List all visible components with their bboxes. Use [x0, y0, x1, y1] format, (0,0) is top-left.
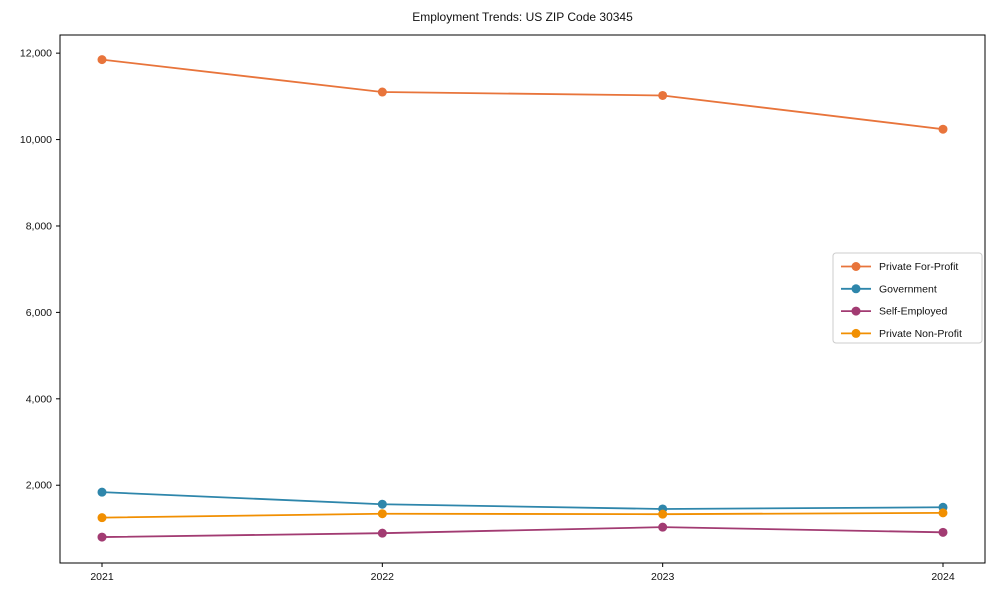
- series-line-government: [101, 491, 944, 510]
- legend-marker: [851, 262, 861, 271]
- x-tick-label: 2024: [931, 571, 955, 583]
- legend-marker: [851, 306, 861, 316]
- y-tick-label: 10,000: [20, 134, 52, 146]
- legend-marker: [851, 284, 861, 294]
- x-tick-label: 2021: [90, 571, 114, 583]
- data-point-private-non-profit-2024: [938, 508, 948, 518]
- legend-marker: [851, 328, 861, 338]
- data-point-private-for-profit-2023: [658, 90, 668, 100]
- y-tick-label: 8,000: [26, 220, 52, 232]
- x-tick-label: 2023: [651, 571, 675, 583]
- data-point-government-2021: [97, 487, 107, 497]
- y-tick-label: 2,000: [26, 480, 52, 492]
- legend-label: Government: [879, 283, 937, 295]
- series-line-private-for-profit: [101, 58, 944, 131]
- y-tick-label: 12,000: [20, 48, 52, 60]
- data-point-private-for-profit-2022: [377, 87, 387, 97]
- legend-label: Private Non-Profit: [879, 328, 962, 340]
- data-point-private-for-profit-2024: [938, 124, 948, 134]
- data-point-self-employed-2022: [377, 528, 387, 538]
- plot-border: [59, 34, 986, 564]
- data-point-self-employed-2024: [938, 527, 948, 537]
- data-point-government-2022: [377, 499, 387, 509]
- legend-label: Self-Employed: [879, 306, 947, 318]
- data-point-self-employed-2021: [97, 532, 107, 542]
- y-tick-label: 6,000: [26, 307, 52, 319]
- data-point-private-non-profit-2023: [658, 509, 668, 519]
- x-tick-label: 2022: [371, 571, 395, 583]
- legend-label: Private For-Profit: [879, 261, 958, 273]
- series-line-private-non-profit: [101, 511, 944, 519]
- legend-box: [832, 252, 983, 344]
- data-point-private-non-profit-2021: [97, 513, 107, 523]
- data-point-private-for-profit-2021: [97, 55, 107, 65]
- data-point-private-non-profit-2022: [377, 509, 387, 519]
- data-point-self-employed-2023: [658, 522, 668, 532]
- y-tick-label: 4,000: [26, 393, 52, 405]
- series-line-self-employed: [101, 526, 944, 538]
